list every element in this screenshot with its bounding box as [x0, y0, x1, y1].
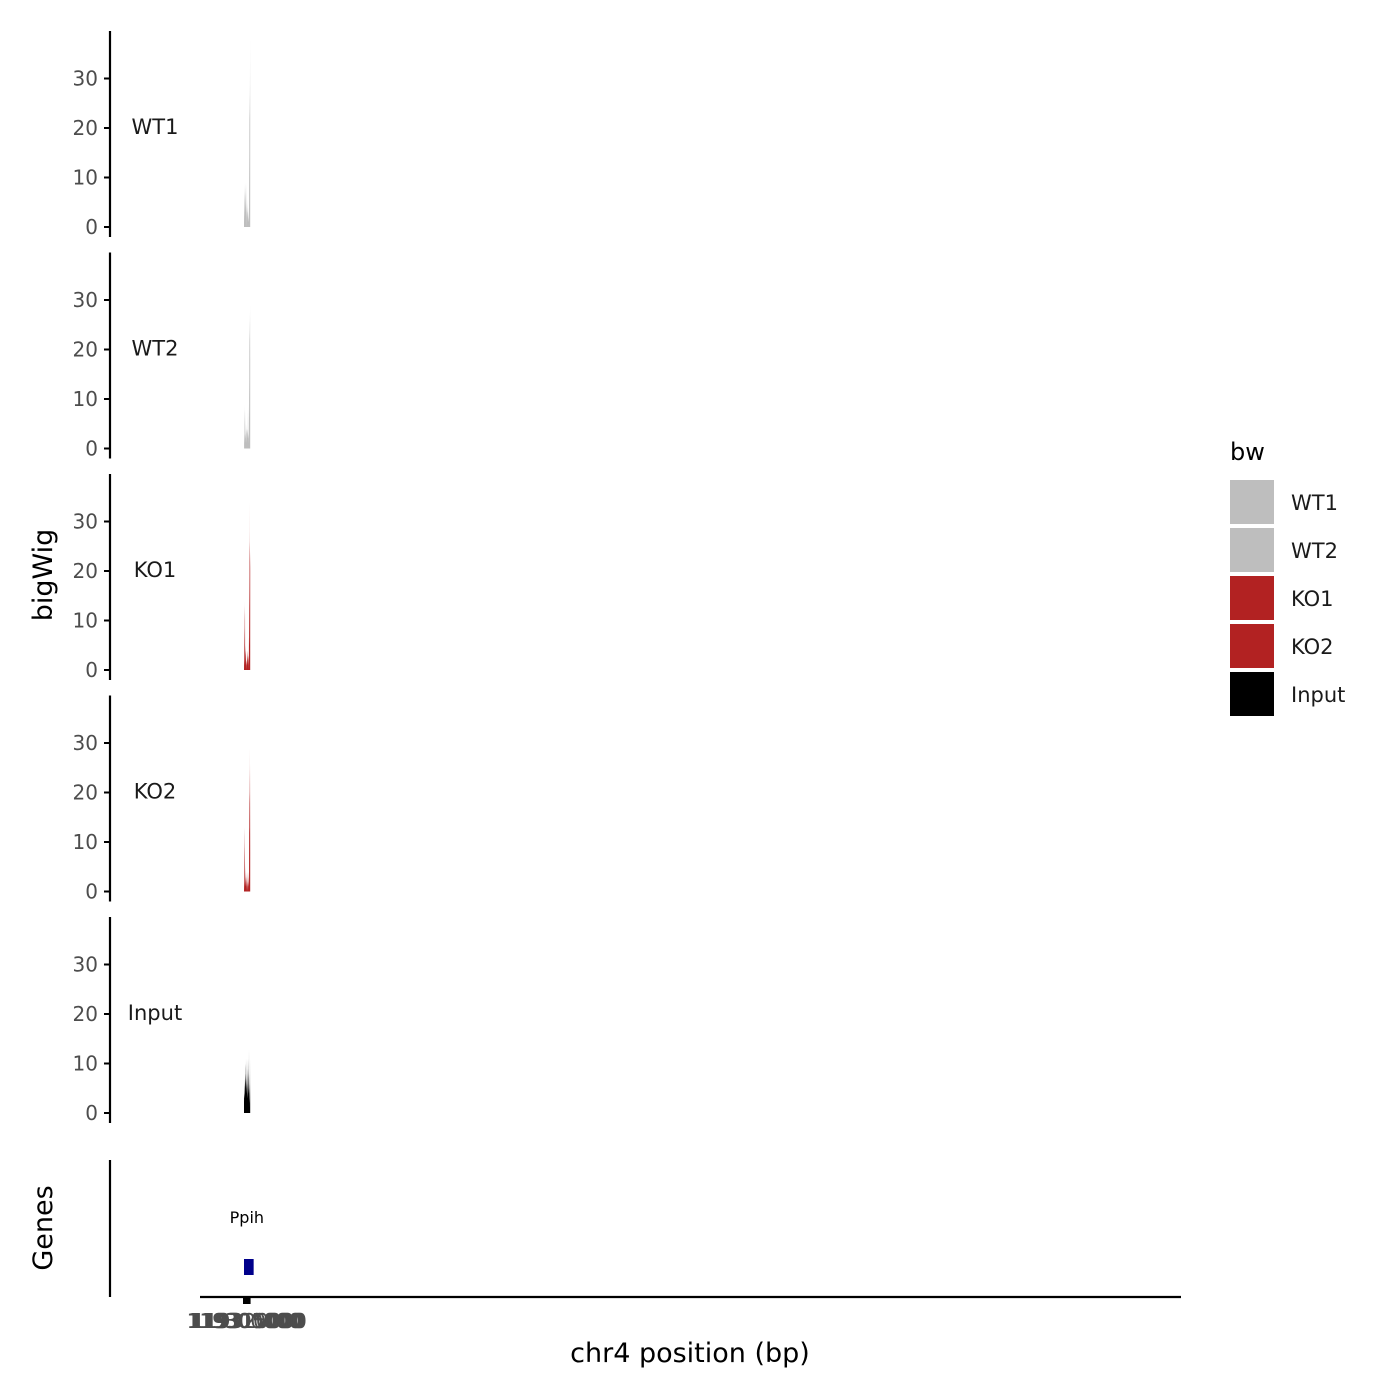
legend-swatch [1230, 672, 1274, 716]
area-series-ko2 [244, 748, 251, 892]
y-tick-label: 30 [73, 953, 98, 977]
legend-item-ko1: KO1 [1230, 576, 1334, 620]
track-label-wt2: WT2 [132, 337, 179, 361]
track-panels: 0 10 20 30 WT1 0 10 20 30 WT2 0 10 20 30 KO1 0 10 20 30 KO2… [73, 31, 251, 1125]
y-tick-label: 30 [73, 731, 98, 755]
x-tick-label: 119305000 [188, 1309, 303, 1333]
legend-label: Input [1291, 683, 1345, 707]
legend-label: KO2 [1291, 635, 1334, 659]
area-series-ko1 [244, 501, 251, 670]
legend-item-wt2: WT2 [1230, 528, 1338, 572]
x-axis: 1193000001193050001193100001193150001193… [187, 1295, 1181, 1333]
y-tick-label: 0 [85, 437, 98, 461]
y-tick-label: 10 [73, 166, 98, 190]
y-tick-label: 0 [85, 880, 98, 904]
y-tick-label: 20 [73, 781, 98, 805]
track-label-ko1: KO1 [134, 558, 177, 582]
legend-label: WT1 [1291, 491, 1338, 515]
y-axis-title: bigWig [28, 529, 59, 622]
y-tick-label: 20 [73, 116, 98, 140]
gene-exon [249, 1259, 254, 1275]
y-tick-label: 0 [85, 215, 98, 239]
legend-swatch [1230, 576, 1274, 620]
area-series-input [244, 1048, 251, 1113]
y-tick-label: 0 [85, 658, 98, 682]
x-tick-label: 119310000 [190, 1309, 305, 1333]
panel-ko1: 0 10 20 30 KO1 [73, 474, 251, 682]
legend-item-ko2: KO2 [1230, 624, 1334, 668]
track-label-wt1: WT1 [132, 115, 179, 139]
track-label-input: Input [128, 1001, 182, 1025]
legend-label: KO1 [1291, 587, 1334, 611]
legend: bw WT1 WT2 KO1 KO2 Input [1230, 438, 1345, 716]
area-series-wt1 [244, 38, 251, 228]
x-tick-label: 119320000 [192, 1309, 307, 1333]
panel-wt2: 0 10 20 30 WT2 [73, 252, 251, 461]
x-axis-title: chr4 position (bp) [570, 1338, 810, 1369]
track-label-ko2: KO2 [134, 780, 177, 804]
panel-input: 0 10 20 30 Input [73, 917, 251, 1125]
gene-ppih: Ppih [230, 1208, 264, 1275]
panel-wt1: 0 10 20 30 WT1 [73, 31, 251, 239]
genes-track: Ppih [108, 1160, 264, 1297]
y-tick-label: 10 [73, 609, 98, 633]
panel-ko2: 0 10 20 30 KO2 [73, 695, 251, 904]
genes-axis-title: Genes [28, 1185, 59, 1270]
x-tick-label: 119300000 [187, 1309, 302, 1333]
y-tick-label: 10 [73, 1052, 98, 1076]
legend-swatch [1230, 624, 1274, 668]
legend-label: WT2 [1291, 539, 1338, 563]
legend-title: bw [1230, 438, 1265, 466]
legend-swatch [1230, 480, 1274, 524]
y-tick-label: 30 [73, 67, 98, 91]
gene-name-label: Ppih [230, 1208, 264, 1227]
legend-swatch [1230, 528, 1274, 572]
y-tick-label: 10 [73, 830, 98, 854]
x-tick-label: 119315000 [191, 1309, 306, 1333]
y-tick-label: 20 [73, 338, 98, 362]
y-tick-label: 0 [85, 1101, 98, 1125]
y-tick-label: 10 [73, 387, 98, 411]
legend-item-wt1: WT1 [1230, 480, 1338, 524]
legend-item-input: Input [1230, 672, 1345, 716]
y-tick-label: 20 [73, 559, 98, 583]
y-tick-label: 30 [73, 288, 98, 312]
area-series-wt2 [244, 304, 251, 449]
y-tick-label: 30 [73, 510, 98, 534]
y-tick-label: 20 [73, 1002, 98, 1026]
